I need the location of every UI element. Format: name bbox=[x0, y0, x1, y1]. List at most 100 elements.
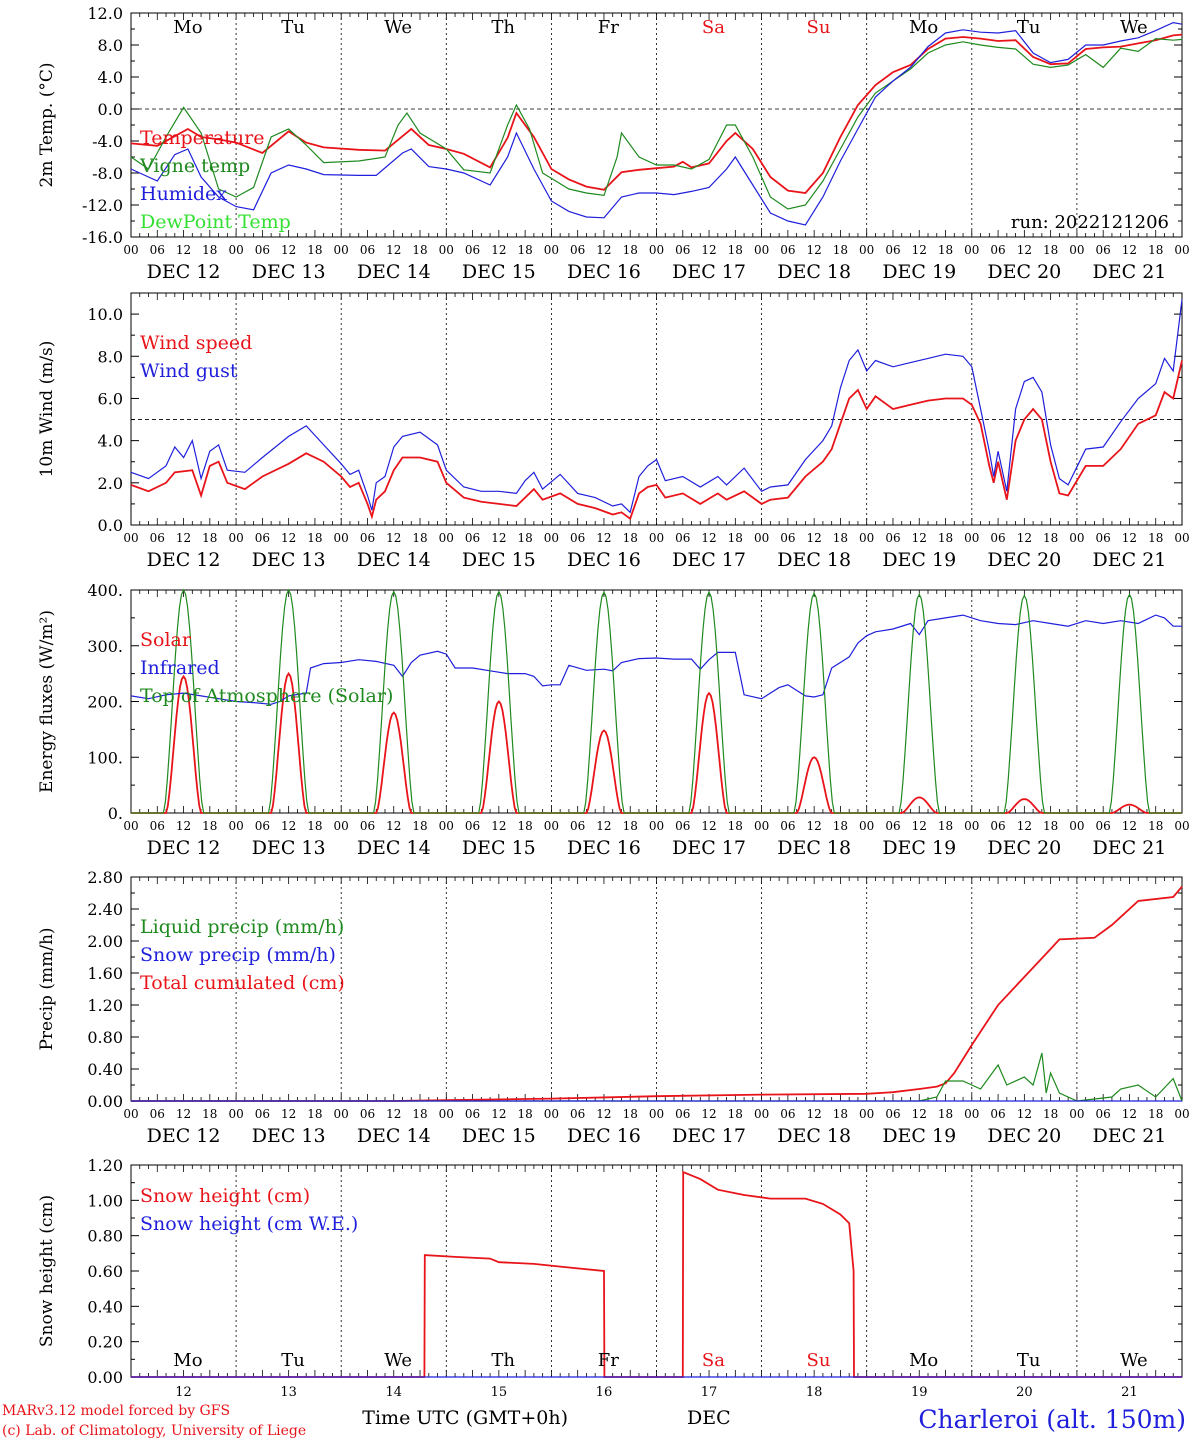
panel-1-hour-tick-label: 00 bbox=[859, 243, 874, 257]
panel-4-hour-tick-label: 06 bbox=[990, 1107, 1005, 1121]
panel-4-y-axis-label: Precip (mm/h) bbox=[37, 927, 57, 1050]
panel-2-y-axis-label: 10m Wind (m/s) bbox=[37, 341, 57, 478]
panel-2-y-tick-label: 0.0 bbox=[98, 516, 123, 535]
panel-2-hour-tick-label: 18 bbox=[412, 531, 427, 545]
panel-2-hour-tick-label: 18 bbox=[1043, 531, 1058, 545]
panel-1-hour-tick-label: 06 bbox=[675, 243, 690, 257]
panel-1-hour-tick-label-end: 00 bbox=[1174, 243, 1189, 257]
panel-5-series-line bbox=[131, 1170, 1182, 1378]
panel-3-hour-tick-label: 00 bbox=[228, 819, 243, 833]
panel-2-hour-tick-label: 06 bbox=[990, 531, 1005, 545]
panel-1-hour-tick-label: 00 bbox=[439, 243, 454, 257]
bottom-day-number: 13 bbox=[280, 1385, 297, 1400]
panel-1-day-of-week-label: We bbox=[384, 17, 412, 38]
panel-2-hour-tick-label: 06 bbox=[1096, 531, 1111, 545]
panel-3-hour-tick-label: 12 bbox=[176, 819, 191, 833]
bottom-day-number: 14 bbox=[385, 1385, 402, 1400]
panel-4-y-tick-label: 1.20 bbox=[87, 996, 123, 1015]
panel-3-hour-tick-label: 18 bbox=[202, 819, 217, 833]
panel-4-hour-tick-label: 00 bbox=[859, 1107, 874, 1121]
panel-1-hour-tick-label: 18 bbox=[412, 243, 427, 257]
panel-2-hour-tick-label: 18 bbox=[833, 531, 848, 545]
panel-3-date-label: DEC 17 bbox=[672, 837, 746, 859]
panel-5-day-of-week-label: Tu bbox=[1017, 1350, 1041, 1371]
panel-2-date-label: DEC 16 bbox=[567, 549, 641, 571]
panel-4-hour-tick-label: 18 bbox=[1148, 1107, 1163, 1121]
panel-1-day-of-week-label: Sa bbox=[702, 17, 725, 38]
panel-1-hour-tick-label: 00 bbox=[334, 243, 349, 257]
panel-1-day-of-week-label: Fr bbox=[598, 17, 619, 38]
x-axis-title: Time UTC (GMT+0h) bbox=[362, 1407, 568, 1429]
panel-2-hour-tick-label: 12 bbox=[1017, 531, 1032, 545]
panel-3-hour-tick-label: 00 bbox=[964, 819, 979, 833]
panel-2-y-tick-label: 4.0 bbox=[98, 432, 123, 451]
panel-3-date-label: DEC 13 bbox=[252, 837, 326, 859]
panel-4-y-tick-label: 0.80 bbox=[87, 1028, 123, 1047]
footer-model-credit: MARv3.12 model forced by GFS bbox=[2, 1403, 230, 1419]
panel-4-hour-tick-label: 12 bbox=[176, 1107, 191, 1121]
panel-3-hour-tick-label: 18 bbox=[517, 819, 532, 833]
panel-4-date-label: DEC 21 bbox=[1093, 1125, 1167, 1147]
panel-1-y-tick-label: 4.0 bbox=[98, 68, 123, 87]
panel-2-hour-tick-label: 12 bbox=[281, 531, 296, 545]
panel-3-hour-tick-label: 18 bbox=[938, 819, 953, 833]
panel-4-y-tick-label: 1.60 bbox=[87, 964, 123, 983]
panel-3-hour-tick-label: 00 bbox=[1069, 819, 1084, 833]
panel-3-date-label: DEC 16 bbox=[567, 837, 641, 859]
panel-1-day-of-week-label: Mo bbox=[173, 17, 202, 38]
panel-2-hour-tick-label: 06 bbox=[255, 531, 270, 545]
panel-3-hour-tick-label: 06 bbox=[570, 819, 585, 833]
panel-2-hour-tick-label: 06 bbox=[780, 531, 795, 545]
panel-4-date-label: DEC 16 bbox=[567, 1125, 641, 1147]
panel-2-date-label: DEC 12 bbox=[147, 549, 221, 571]
panel-1-date-label: DEC 18 bbox=[777, 261, 851, 283]
panel-2-hour-tick-label: 18 bbox=[623, 531, 638, 545]
panel-4-hour-tick-label: 12 bbox=[491, 1107, 506, 1121]
panel-4-hour-tick-label: 18 bbox=[938, 1107, 953, 1121]
panel-1-day-of-week-label: Mo bbox=[909, 17, 938, 38]
panel-3-hour-tick-label: 18 bbox=[623, 819, 638, 833]
panel-4-hour-tick-label: 18 bbox=[623, 1107, 638, 1121]
panel-1-hour-tick-label: 18 bbox=[1148, 243, 1163, 257]
panel-2-date-label: DEC 17 bbox=[672, 549, 746, 571]
panel-3-hour-tick-label: 12 bbox=[1122, 819, 1137, 833]
panel-5-y-tick-label: 0.20 bbox=[87, 1333, 123, 1352]
panel-2-date-label: DEC 19 bbox=[882, 549, 956, 571]
panel-3-hour-tick-label: 00 bbox=[544, 819, 559, 833]
panel-4-hour-tick-label: 00 bbox=[754, 1107, 769, 1121]
panel-1-hour-tick-label: 18 bbox=[938, 243, 953, 257]
panel-1-series-line bbox=[130, 33, 1183, 194]
panel-5-day-of-week-label: Mo bbox=[173, 1350, 202, 1371]
panel-4-date-label: DEC 20 bbox=[987, 1125, 1061, 1147]
bottom-day-number: 19 bbox=[911, 1385, 928, 1400]
panel-1-hour-tick-label: 12 bbox=[807, 243, 822, 257]
panel-3-hour-tick-label: 00 bbox=[439, 819, 454, 833]
panel-3-y-tick-label: 400. bbox=[87, 581, 123, 600]
panel-3-hour-tick-label: 06 bbox=[780, 819, 795, 833]
panel-3-hour-tick-label: 18 bbox=[833, 819, 848, 833]
panel-2-hour-tick-label: 12 bbox=[701, 531, 716, 545]
panel-1-hour-tick-label: 12 bbox=[912, 243, 927, 257]
panel-3-hour-tick-label: 06 bbox=[885, 819, 900, 833]
panel-4-y-tick-label: 0.40 bbox=[87, 1060, 123, 1079]
panel-1-hour-tick-label: 18 bbox=[307, 243, 322, 257]
panel-1-day-of-week-label: Th bbox=[491, 17, 515, 38]
panel-4-date-label: DEC 17 bbox=[672, 1125, 746, 1147]
station-label: Charleroi (alt. 150m) bbox=[918, 1405, 1186, 1434]
panel-2-hour-tick-label: 00 bbox=[228, 531, 243, 545]
panel-3-date-label: DEC 14 bbox=[357, 837, 431, 859]
panel-3-y-tick-label: 0. bbox=[108, 804, 123, 823]
panel-2-hour-tick-label: 00 bbox=[754, 531, 769, 545]
panel-4-hour-tick-label: 18 bbox=[728, 1107, 743, 1121]
panel-2-hour-tick-label: 00 bbox=[334, 531, 349, 545]
panel-4-hour-tick-label: 12 bbox=[386, 1107, 401, 1121]
panel-1-day-of-week-label: We bbox=[1120, 17, 1148, 38]
panel-3-date-label: DEC 12 bbox=[147, 837, 221, 859]
panel-1-series-line bbox=[130, 21, 1183, 226]
panel-5-y-tick-label: 0.40 bbox=[87, 1297, 123, 1316]
panel-2-y-tick-label: 6.0 bbox=[98, 389, 123, 408]
panel-4-hour-tick-label: 06 bbox=[570, 1107, 585, 1121]
panel-1-date-label: DEC 20 bbox=[987, 261, 1061, 283]
panel-1-hour-tick-label: 12 bbox=[491, 243, 506, 257]
footer-lab-credit: (c) Lab. of Climatology, University of L… bbox=[2, 1423, 306, 1439]
